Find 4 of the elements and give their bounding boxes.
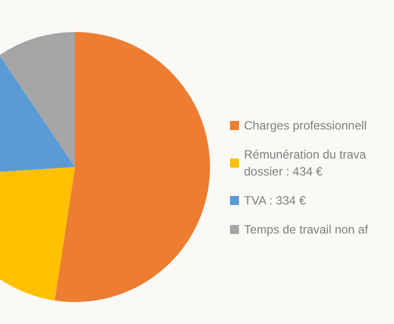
legend-label: Temps de travail non af [244,222,369,236]
legend-label: Charges professionnell [244,118,367,132]
legend-label: Rémunération du trava dossier : 434 € [244,148,366,178]
legend-label: TVA : 334 € [244,194,306,208]
